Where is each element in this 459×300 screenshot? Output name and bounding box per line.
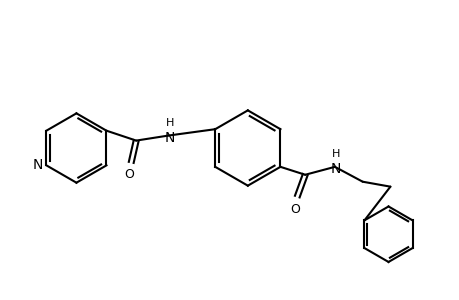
Text: O: O (124, 168, 134, 181)
Text: N: N (164, 130, 175, 145)
Text: N: N (33, 158, 43, 172)
Text: O: O (290, 202, 300, 215)
Text: H: H (165, 118, 174, 128)
Text: H: H (331, 149, 339, 159)
Text: N: N (330, 162, 341, 176)
